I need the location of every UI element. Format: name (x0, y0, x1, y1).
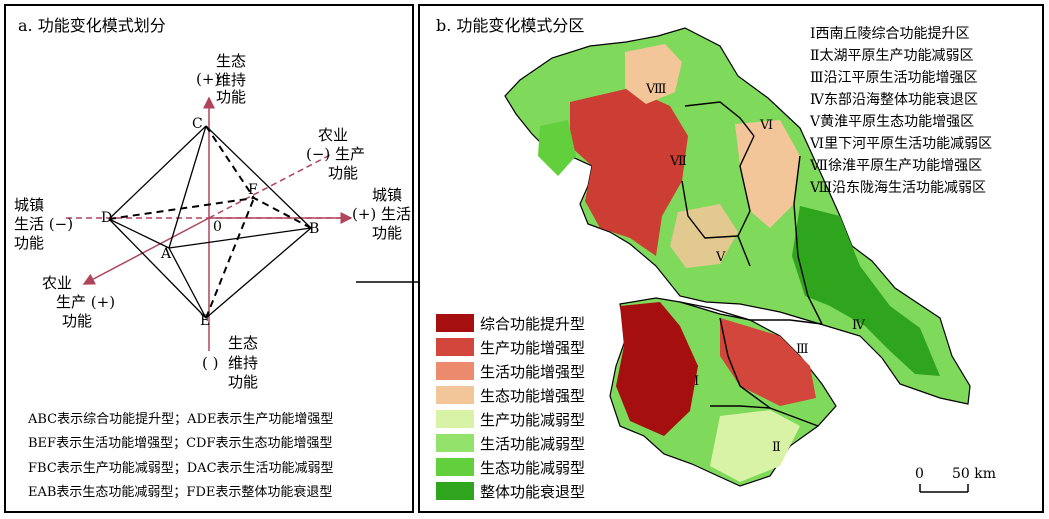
point-c: C (192, 116, 203, 132)
legend-swatch (436, 314, 474, 332)
legend-swatch (436, 362, 474, 380)
zone-boundaries (679, 101, 823, 427)
axis-ur-line1: 农业 (318, 126, 349, 144)
patch-southwest (616, 302, 698, 436)
legend-label: 生活功能增强型 (480, 363, 586, 381)
explanation-3: FBC表示生产功能减弱型；DAC表示生活功能减弱型 (28, 461, 334, 476)
axis-bottom-line4: 功能 (228, 373, 259, 391)
axis-bottom-line3: 维持 (228, 354, 259, 372)
axis-bottom-line2: ( ) (202, 354, 219, 372)
panel-b-title: b. 功能变化模式分区 (436, 16, 585, 35)
dashed-edges (108, 125, 312, 319)
patch-yanjiang (720, 318, 816, 406)
zone-name-5: Ⅴ黄淮平原生态功能增强区 (810, 114, 975, 130)
axis-ll-line2: 生产 (+) (56, 293, 116, 311)
legend-swatch (436, 458, 474, 476)
map-label-1: Ⅰ (694, 374, 700, 389)
axis-left-line2: 生活 (−) (14, 215, 74, 233)
axis-ll-line1: 农业 (42, 274, 73, 292)
map-label-7: Ⅶ (670, 154, 687, 169)
axis-label-upper-right: 农业 (−) 生产 功能 (306, 126, 365, 183)
axis-right-line2: (+) 生活 (352, 205, 412, 223)
point-origin: 0 (213, 219, 222, 235)
axis-label-right: 城镇 (+) 生活 功能 (352, 186, 411, 243)
patch-coastal (792, 206, 940, 376)
map-label-2: Ⅱ (772, 440, 781, 455)
scale-bar (919, 484, 969, 493)
zone-name-2: Ⅱ太湖平原生产功能减弱区 (810, 48, 974, 64)
point-d: D (101, 210, 113, 226)
point-e: E (200, 313, 211, 329)
zone-name-1: Ⅰ西南丘陵综合功能提升区 (810, 26, 970, 42)
axis-label-top-2: (+) (196, 70, 276, 89)
map-label-6: Ⅵ (760, 118, 774, 133)
legend-label: 生态功能减弱型 (480, 459, 586, 477)
zone-name-3: Ⅲ沿江平原生活功能增强区 (810, 70, 978, 86)
legend-swatch (436, 410, 474, 428)
jiangsu-map (504, 27, 971, 493)
scale-zero: 0 (915, 466, 924, 482)
legend-swatch (436, 386, 474, 404)
axis-bottom-line1: 生态 (228, 334, 259, 352)
panel-a-diagram: a. 功能变化模式划分 (4, 4, 414, 513)
explanation-2: BEF表示生活功能增强型；CDF表示生态功能增强型 (28, 436, 333, 451)
axis-agri-neg (208, 153, 333, 219)
axis-ll-line3: 功能 (62, 312, 93, 330)
legend-swatch (436, 434, 474, 452)
panel-a-title: a. 功能变化模式划分 (18, 16, 166, 35)
axis-left-line3: 功能 (14, 234, 45, 252)
patch-xuhuai (570, 88, 688, 256)
panel-b-map: b. 功能变化模式分区 Ⅷ (418, 4, 1044, 513)
map-label-8: Ⅷ (646, 82, 667, 97)
point-b: B (309, 221, 320, 237)
axis-right-line3: 功能 (372, 224, 403, 242)
legend-label: 综合功能提升型 (480, 315, 586, 333)
patch-taihu (710, 410, 800, 482)
axis-agri (82, 217, 210, 285)
axis-label-top: 生态 (216, 52, 246, 71)
legend-label: 生产功能增强型 (480, 339, 586, 357)
zone-name-8: Ⅷ沿东陇海生活功能减弱区 (810, 180, 987, 196)
legend-swatch (436, 338, 474, 356)
map-label-5: Ⅴ (716, 250, 726, 265)
axis-label-bottom-3: 维持 功能 (228, 354, 258, 392)
axis-label-left: 城镇 生活 (−) 功能 (14, 196, 73, 253)
patch-lixiahe (735, 120, 800, 228)
axis-label-bottom: 生态 (228, 334, 258, 353)
octahedron-diagram (66, 96, 353, 351)
axis-top-line1: 生态 (216, 52, 247, 70)
map-label-3: Ⅲ (796, 342, 809, 357)
zone-name-6: Ⅵ里下河平原生活功能减弱区 (810, 136, 993, 152)
explanation-1: ABC表示综合功能提升型；ADE表示生产功能增强型 (28, 412, 334, 427)
point-a: A (161, 246, 172, 262)
scale-distance: 50 km (952, 466, 997, 482)
legend-label: 生态功能增强型 (480, 387, 586, 405)
axis-top-line4: 功能 (216, 88, 247, 106)
axis-ur-line3: 功能 (328, 164, 359, 182)
point-f: F (248, 182, 258, 198)
patch-west (538, 120, 576, 176)
legend-swatch (436, 482, 474, 500)
legend-label: 生活功能减弱型 (480, 435, 586, 453)
zone-name-7: Ⅶ徐淮平原生产功能增强区 (810, 158, 983, 174)
explanation-4: EAB表示生态功能减弱型；FDE表示整体功能衰退型 (28, 485, 333, 500)
patch-donglonghai (625, 44, 682, 104)
axis-label-lower-left: 农业 生产 (+) 功能 (42, 274, 115, 331)
axis-ur-line2: (−) 生产 (306, 145, 366, 163)
map-label-4: Ⅳ (852, 318, 865, 333)
axis-left-line1: 城镇 (14, 196, 45, 214)
solid-edges (108, 125, 312, 319)
axis-top-line3: 维持 (216, 71, 247, 89)
axis-label-top-3: 维持 功能 (216, 70, 246, 106)
legend-label: 整体功能衰退型 (480, 483, 586, 501)
axis-label-bottom-2: ( ) (202, 354, 218, 373)
legend-label: 生产功能减弱型 (480, 411, 586, 429)
axis-right-line1: 城镇 (372, 186, 403, 204)
axis-top-line2: (+) (196, 70, 221, 88)
zone-name-4: Ⅳ东部沿海整体功能衰退区 (810, 92, 978, 108)
